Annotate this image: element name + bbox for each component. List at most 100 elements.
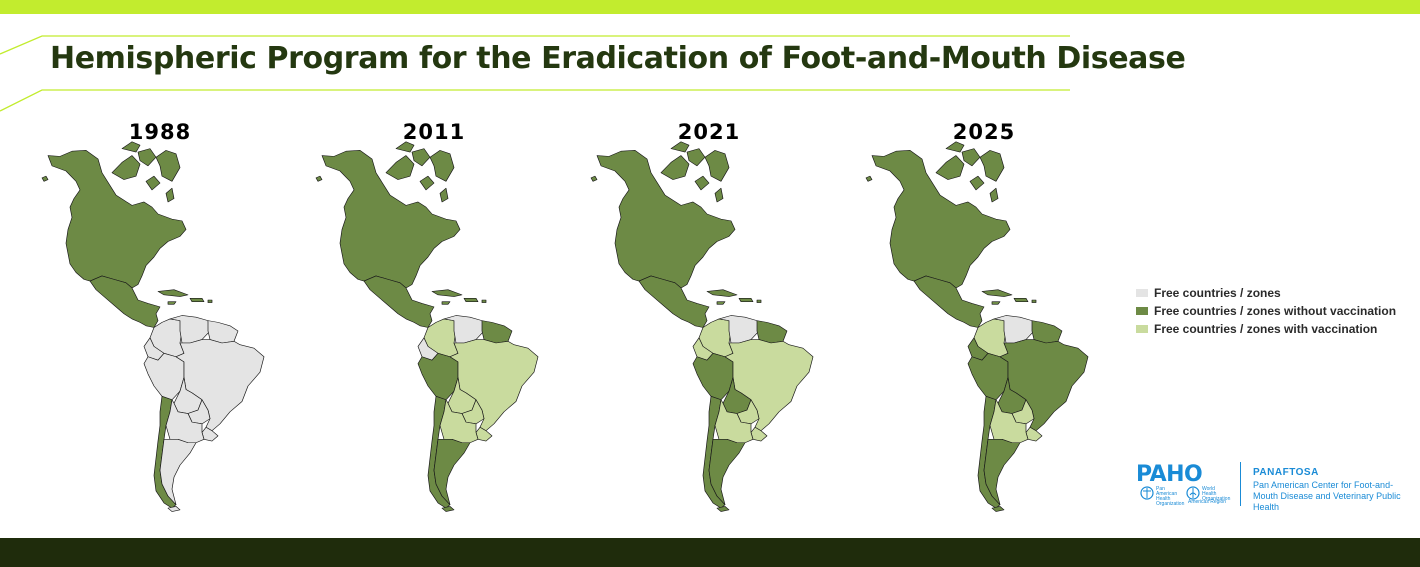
map-panel-2: 2011 [314,115,554,525]
region-north-america [590,175,598,182]
region-caribbean [431,289,463,297]
region-north-america [429,150,455,182]
region-argentina-south [716,506,730,512]
region-peru [692,353,734,401]
region-guianas [756,320,788,344]
legend-label: Free countries / zones with vaccination [1154,322,1378,336]
region-north-america [670,141,690,153]
legend-label: Free countries / zones without vaccinati… [1154,304,1397,318]
region-north-america [979,150,1005,182]
region-central-america [89,275,161,328]
legend-item-free: Free countries / zones [1136,284,1416,302]
region-peru [143,353,185,401]
region-north-america [155,150,181,182]
region-argentina-south [708,439,746,505]
region-north-america [111,155,141,180]
top-accent-band [0,0,1420,14]
region-north-america [121,141,141,153]
region-central-america [913,275,985,328]
region-north-america [419,175,435,191]
region-north-america [47,150,187,289]
region-central-america [363,275,435,328]
paho-wordmark: PAHO [1136,462,1203,487]
bottom-dark-band [0,538,1420,567]
region-north-america [961,148,981,167]
region-north-america [989,187,999,203]
region-north-america [439,187,449,203]
region-caribbean [706,289,738,297]
americas-map [315,141,539,512]
region-north-america [145,175,161,191]
map-year-label: 2021 [677,120,741,144]
region-peru [417,353,459,401]
region-north-america [315,175,323,182]
region-central-america [638,275,710,328]
region-uruguay [750,426,768,442]
map-panel-3: 2021 [589,115,829,525]
region-north-america [714,187,724,203]
region-north-america [41,175,49,182]
map-year-label: 1988 [128,120,192,144]
region-argentina-north [714,399,754,444]
map-panel-4: 2025 [864,115,1104,525]
region-north-america [945,141,965,153]
americas-map [865,141,1089,512]
region-caribbean [981,289,1013,297]
who-caption: World Health Organization [1202,486,1231,502]
americas-map [590,141,814,512]
region-uruguay [475,426,493,442]
region-uruguay [201,426,219,442]
region-guianas [1031,320,1063,344]
legend-swatch [1136,307,1148,315]
region-caribbean [716,301,726,305]
region-north-america [694,175,710,191]
map-year-label: 2011 [402,120,466,144]
region-caribbean [1031,299,1037,303]
title-frame [0,35,1070,112]
paho-caption: Pan American Health Organization [1156,486,1185,507]
region-argentina-south [441,506,455,512]
logo-divider [1240,462,1241,506]
center-name: Pan American Center for Foot-and-Mouth D… [1253,480,1401,512]
region-caribbean [481,299,487,303]
map-panel-1: 1988 [40,115,280,525]
region-argentina-north [439,399,479,444]
region-north-america [411,148,431,167]
map-legend: Free countries / zones Free countries / … [1136,284,1416,338]
region-north-america [596,150,736,289]
region-north-america [137,148,157,167]
region-north-america [321,150,461,289]
region-argentina-north [989,399,1029,444]
region-caribbean [189,297,205,303]
region-caption: Americas Region [1188,499,1227,505]
legend-item-free-with-vaccination: Free countries / zones with vaccination [1136,320,1416,338]
region-argentina-south [991,506,1005,512]
region-north-america [969,175,985,191]
region-caribbean [738,297,754,303]
region-caribbean [756,299,762,303]
region-north-america [865,175,873,182]
americas-map [41,141,265,512]
region-argentina-south [167,506,181,512]
map-year-label: 2025 [952,120,1016,144]
region-uruguay [1025,426,1043,442]
paho-panaftosa-logo: PAHO Pan American Health Organization Wo… [1136,462,1406,512]
panaftosa-wordmark: PANAFTOSA [1253,467,1319,478]
region-north-america [660,155,690,180]
who-emblem-icon [1186,486,1200,500]
legend-swatch [1136,289,1148,297]
region-argentina-north [165,399,205,444]
region-north-america [165,187,175,203]
legend-swatch [1136,325,1148,333]
region-caribbean [207,299,213,303]
region-caribbean [463,297,479,303]
region-argentina-south [433,439,471,505]
region-north-america [395,141,415,153]
region-argentina-south [159,439,197,505]
region-guianas [207,320,239,344]
region-caribbean [167,301,177,305]
region-north-america [704,150,730,182]
region-caribbean [157,289,189,297]
region-north-america [686,148,706,167]
region-caribbean [991,301,1001,305]
